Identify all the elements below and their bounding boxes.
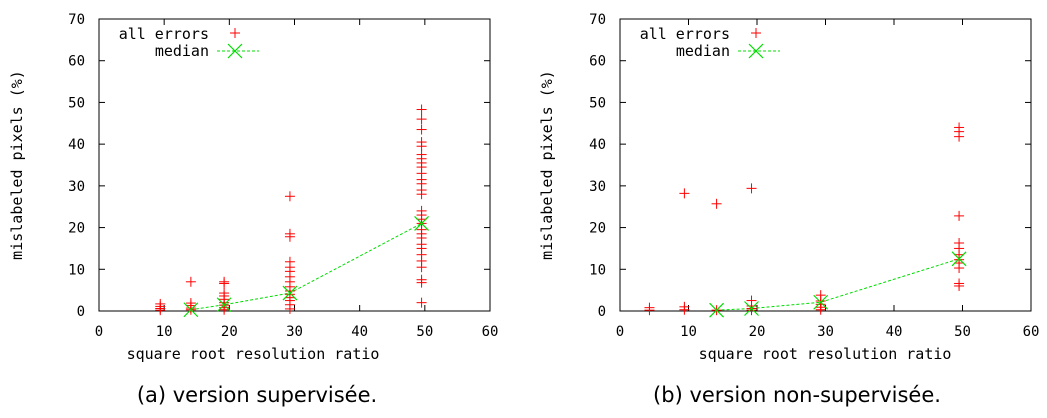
x-tick-label: 40 (351, 324, 368, 340)
y-tick-label: 60 (589, 54, 606, 70)
x-tick-label: 30 (817, 324, 834, 340)
median-point (951, 251, 967, 267)
error-point (644, 302, 655, 313)
x-tick-label: 30 (286, 324, 303, 340)
error-point (185, 298, 196, 309)
legend-marker-median-b (748, 43, 764, 59)
error-point (416, 149, 427, 160)
error-point (284, 228, 295, 239)
y-tick-label: 60 (68, 54, 85, 70)
chart-panel-a: 0 10 20 30 40 50 60 0 10 20 30 40 50 60 70 square root … (8, 12, 498, 407)
median-point (744, 301, 759, 316)
error-point (284, 191, 295, 202)
error-point (219, 276, 230, 287)
x-tick-label: 60 (482, 324, 499, 340)
error-point (416, 124, 427, 135)
median-point-b (813, 294, 829, 310)
error-point (284, 256, 295, 267)
y-tick-label: 20 (68, 221, 85, 237)
legend-marker-median-b (227, 43, 243, 59)
median-point (216, 297, 232, 313)
median-point (813, 294, 829, 310)
plot-frame (619, 18, 1032, 312)
x-tick-label: 50 (954, 324, 971, 340)
legend-label-median: median (155, 42, 209, 60)
y-tick-label: 40 (68, 137, 85, 153)
x-tick-label: 50 (416, 324, 433, 340)
median-point-b (216, 297, 232, 313)
median-point-b (282, 285, 298, 301)
median-point-b (709, 302, 725, 318)
figure-caption: (b) version non-supervisée. (653, 383, 941, 407)
y-tick-label: 20 (589, 221, 606, 237)
x-tick-label: 60 (1023, 324, 1040, 340)
y-tick-label: 0 (77, 304, 85, 320)
figure-caption: (a) version supervisée. (137, 383, 377, 407)
y-tick-label: 70 (68, 12, 85, 28)
median-point-b (183, 302, 199, 318)
y-tick-label: 10 (589, 262, 606, 278)
error-point (954, 238, 965, 249)
y-tick-label: 50 (589, 95, 606, 111)
error-point (746, 183, 757, 194)
x-tick-label: 20 (221, 324, 238, 340)
x-tick-label: 0 (95, 324, 103, 340)
error-point (416, 205, 427, 216)
x-tick-label: 0 (616, 324, 624, 340)
error-point (954, 122, 965, 133)
error-point (711, 198, 722, 209)
x-axis-label: square root resolution ratio (127, 345, 380, 363)
error-point (679, 301, 690, 312)
error-point (219, 288, 230, 299)
y-tick-label: 10 (68, 262, 85, 278)
y-axis-label: mislabeled pixels (%) (538, 70, 556, 260)
error-point (746, 295, 757, 306)
error-point (416, 274, 427, 285)
error-point (954, 210, 965, 221)
median-point-b (951, 251, 967, 267)
error-point (815, 290, 826, 301)
x-axis-label: square root resolution ratio (699, 345, 952, 363)
error-point (416, 297, 427, 308)
error-point (679, 188, 690, 199)
y-tick-label: 0 (598, 304, 606, 320)
error-point (416, 104, 427, 115)
y-tick-label: 30 (68, 179, 85, 195)
median-line (190, 222, 422, 311)
median-point-b (414, 215, 429, 231)
median-point (282, 285, 298, 301)
legend-label-errors: all errors (640, 25, 730, 43)
median-point-b (744, 301, 759, 316)
y-axis-label: mislabeled pixels (%) (8, 70, 26, 260)
legend-label-errors: all errors (119, 25, 209, 43)
error-point (416, 114, 427, 125)
y-tick-label: 50 (68, 95, 85, 111)
median-point (709, 302, 725, 318)
error-point (954, 278, 965, 289)
x-tick-label: 20 (749, 324, 766, 340)
error-point (155, 298, 166, 309)
error-point (416, 137, 427, 148)
x-tick-label: 10 (680, 324, 697, 340)
x-tick-label: 40 (886, 324, 903, 340)
legend-label-median: median (676, 42, 730, 60)
median-line (716, 258, 960, 311)
y-tick-label: 70 (589, 12, 606, 28)
error-point (185, 276, 196, 287)
y-tick-label: 30 (589, 179, 606, 195)
chart-panel-b: 0 10 20 30 40 50 60 0 10 20 30 40 50 60 70 square root … (538, 12, 1039, 407)
y-tick-label: 40 (589, 137, 606, 153)
median-point (414, 215, 429, 231)
median-point (183, 302, 199, 318)
x-tick-label: 10 (156, 324, 173, 340)
